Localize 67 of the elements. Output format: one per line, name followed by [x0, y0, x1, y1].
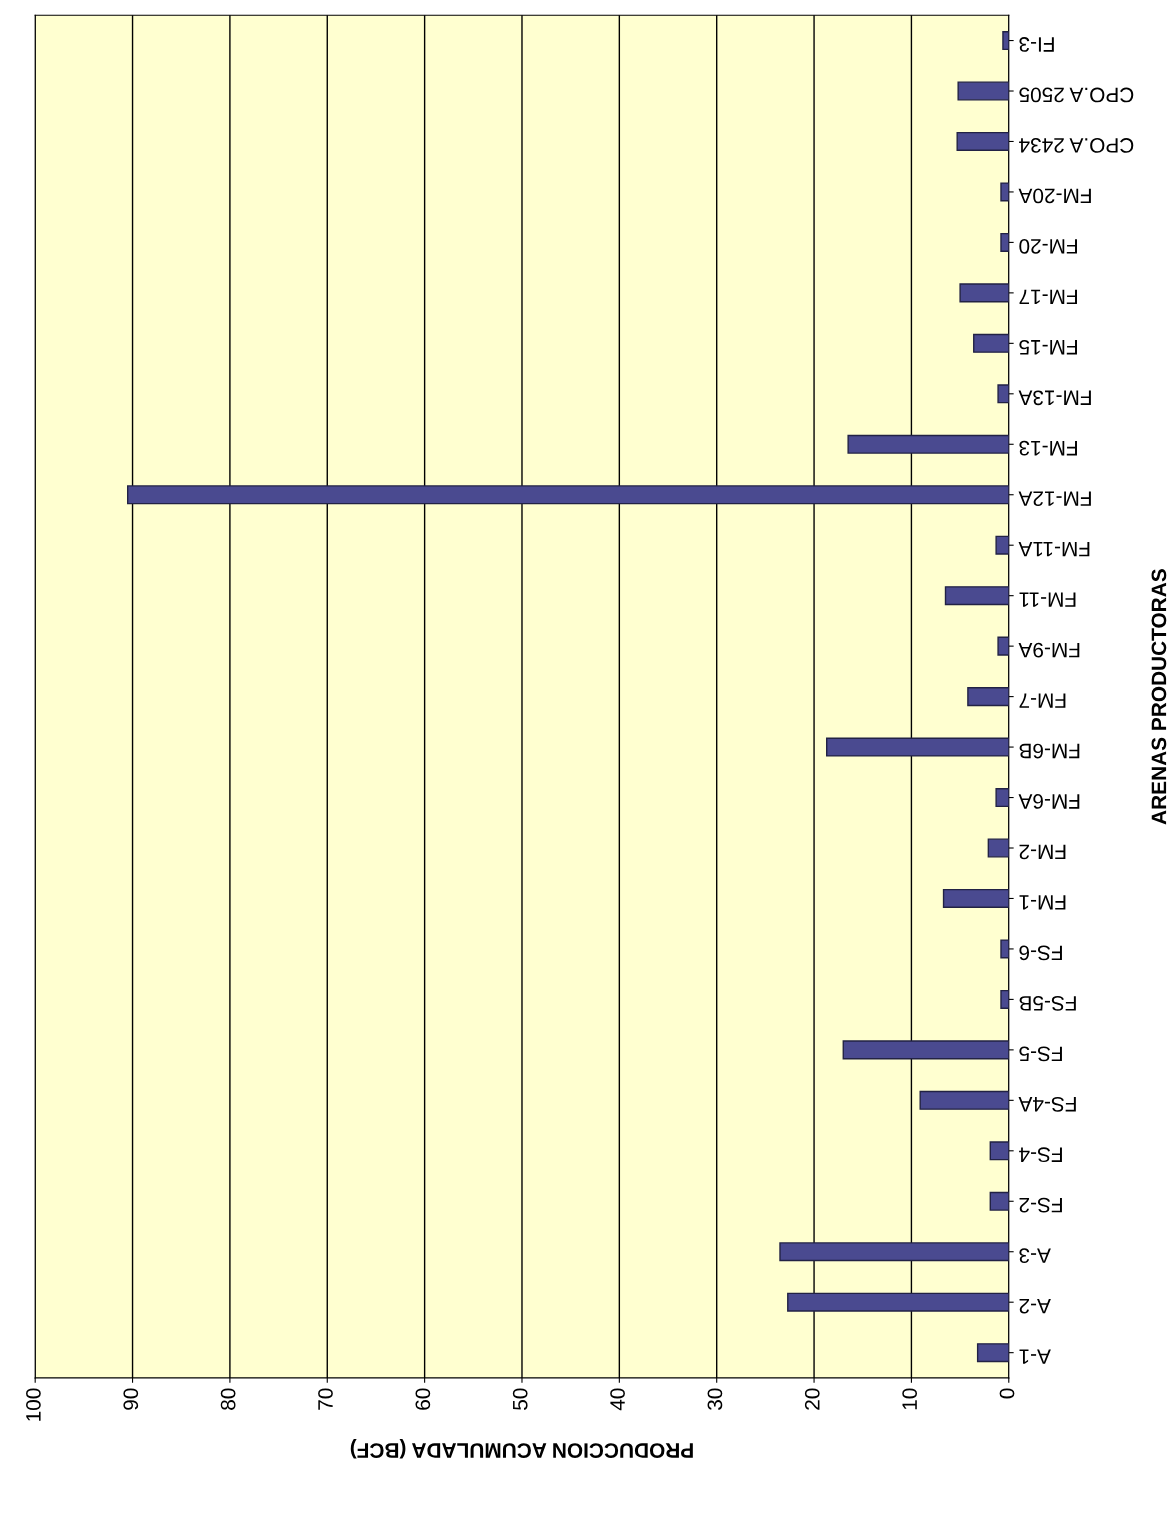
y-tick-label: FS-4A — [1018, 1096, 1076, 1112]
y-axis-title: ARENAS PRODUCTORAS — [1151, 569, 1167, 825]
bar — [1002, 31, 1009, 51]
bar — [847, 434, 1009, 454]
bar — [942, 888, 1009, 908]
y-tick-label: FS-6 — [1019, 945, 1062, 961]
bar — [967, 687, 1009, 707]
bar — [1000, 232, 1009, 252]
y-tick-label: FM-12A — [1018, 491, 1091, 507]
x-tick-label: 10 — [902, 1388, 918, 1410]
y-tick-label: FM-6A — [1018, 794, 1080, 809]
y-tick-label: CPO.A 2505 — [1019, 87, 1134, 103]
y-tick-label: A-3 — [1019, 1248, 1051, 1264]
bar — [842, 1040, 1009, 1060]
y-tick-label: FM-1 — [1019, 895, 1066, 910]
y-tick-label: FM-20 — [1019, 238, 1077, 254]
bar — [989, 1141, 1009, 1161]
bar — [787, 1292, 1009, 1312]
x-tick-label: 0 — [999, 1388, 1015, 1399]
y-tick-label: FM-13A — [1018, 390, 1091, 406]
x-tick-label: 50 — [512, 1388, 528, 1410]
bar — [126, 485, 1009, 505]
y-tick-label: FM-6B — [1019, 743, 1080, 759]
bar — [987, 838, 1009, 858]
bar — [919, 1090, 1009, 1110]
bar — [997, 636, 1009, 656]
y-tick-label: FM-9A — [1018, 642, 1080, 658]
x-tick-label: 100 — [26, 1388, 41, 1421]
bar — [995, 788, 1009, 808]
y-tick-label: A-1 — [1019, 1349, 1051, 1364]
y-tick-label: FM-7 — [1019, 693, 1066, 708]
bar — [973, 333, 1009, 353]
y-tick-label: FM-13 — [1019, 440, 1077, 456]
x-tick-label: 20 — [804, 1388, 820, 1410]
x-tick-label: 30 — [707, 1388, 723, 1410]
x-tick-label: 60 — [415, 1388, 431, 1410]
y-tick-label: FM-11A — [1018, 541, 1090, 557]
y-tick-label: FM-20A — [1018, 188, 1091, 204]
bar — [826, 737, 1009, 757]
y-tick-label: FM-17 — [1019, 289, 1077, 304]
y-tick-label: CPO.A 2434 — [1019, 138, 1134, 153]
bar — [997, 384, 1009, 404]
bar — [959, 283, 1009, 303]
bar — [989, 1191, 1009, 1211]
y-tick-label: FS-2 — [1019, 1197, 1062, 1213]
x-axis-title: PRODUCCION ACUMULADA (BCF) — [350, 1439, 693, 1459]
x-tick-label: 40 — [610, 1388, 625, 1411]
x-tick-label: 90 — [123, 1388, 139, 1410]
bar — [956, 131, 1009, 152]
bar — [995, 535, 1009, 555]
x-tick-label: 70 — [318, 1388, 333, 1410]
bar — [1000, 989, 1009, 1009]
x-tick-label: 80 — [220, 1388, 236, 1410]
bar — [1000, 939, 1009, 959]
bar — [779, 1242, 1009, 1262]
y-tick-label: FM-2 — [1019, 844, 1066, 860]
y-tick-label: FM-11 — [1019, 592, 1076, 607]
y-tick-label: FI-3 — [1019, 37, 1054, 52]
y-tick-label: FS-4 — [1019, 1147, 1062, 1163]
y-tick-label: FS-5B — [1019, 995, 1076, 1011]
bar — [1000, 182, 1009, 202]
y-tick-label: A-2 — [1019, 1298, 1051, 1314]
y-tick-label: FM-15 — [1019, 339, 1077, 355]
bar — [976, 1343, 1009, 1363]
bar — [944, 586, 1009, 606]
bar — [957, 81, 1009, 101]
y-tick-label: FS-5 — [1019, 1046, 1062, 1062]
